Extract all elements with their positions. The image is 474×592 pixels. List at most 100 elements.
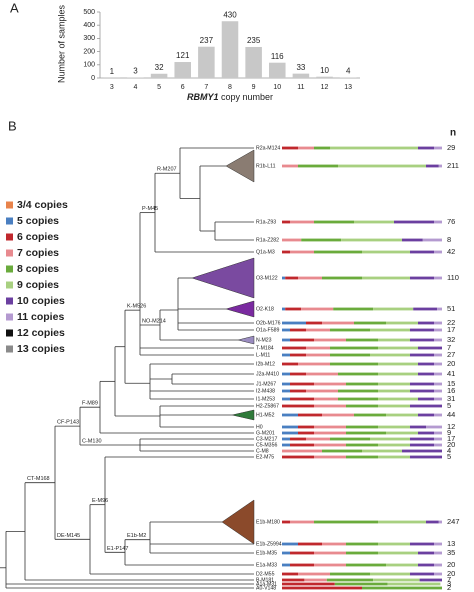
copy-segment <box>410 443 434 447</box>
copy-segment <box>290 250 314 254</box>
n-label: 17 <box>447 434 455 443</box>
copy-segment <box>290 338 314 342</box>
copy-segment <box>410 404 442 408</box>
branch-label: CF-P143 <box>57 420 79 426</box>
x-axis-title: RBMY1 copy number <box>187 92 273 102</box>
copy-segment <box>301 307 334 311</box>
copy-segment <box>282 307 286 311</box>
copy-segment <box>362 276 410 280</box>
copy-segment <box>410 338 434 342</box>
haplogroup-label: Q1a-M3 <box>256 249 275 255</box>
copy-segment <box>378 346 418 350</box>
haplogroup-label: I2-M438 <box>256 388 275 394</box>
copy-segment <box>298 164 338 168</box>
bar <box>221 21 239 79</box>
copy-segment <box>282 250 290 254</box>
copy-segment <box>282 382 290 386</box>
copy-segment <box>378 382 410 386</box>
copy-segment <box>298 362 330 366</box>
copy-segment <box>282 372 290 376</box>
value-label: 1 <box>110 67 115 76</box>
branch-label: CT-M168 <box>27 476 50 482</box>
copy-segment <box>290 382 314 386</box>
haplogroup-label: J1-M267 <box>256 381 276 387</box>
bar <box>292 73 310 78</box>
copy-segment <box>298 146 314 150</box>
copy-segment <box>314 397 338 401</box>
haplogroup-label: N-M23 <box>256 337 272 343</box>
copy-segment <box>314 551 346 555</box>
legend-label: 5 copies <box>17 215 59 227</box>
copy-segment <box>373 578 420 582</box>
n-label: 31 <box>447 394 455 403</box>
x-tick-label: 13 <box>344 84 352 91</box>
n-label: 17 <box>447 325 455 334</box>
copy-segment <box>282 164 298 168</box>
haplogroup-label: H1-M52 <box>256 412 275 418</box>
copy-segment <box>378 404 410 408</box>
copy-segment <box>354 220 394 224</box>
copy-segment <box>410 425 426 429</box>
legend-label: 6 copies <box>17 231 59 243</box>
copy-segment <box>438 520 442 524</box>
copy-segment <box>282 551 290 555</box>
collapsed-clade <box>231 409 255 421</box>
value-label: 3 <box>133 67 138 76</box>
copy-segment <box>354 321 386 325</box>
haplogroup-label: R1b-L11 <box>256 163 276 169</box>
branch-label: F-M89 <box>82 401 98 407</box>
copy-segment <box>370 353 410 357</box>
copy-segment <box>410 455 442 459</box>
copy-segment <box>306 328 330 332</box>
n-label: 20 <box>447 440 455 449</box>
copy-segment <box>402 449 442 453</box>
copy-segment <box>434 572 442 576</box>
copy-segment <box>434 413 442 417</box>
haplogroup-label: H0 <box>256 424 263 430</box>
haplogroup-label: E1b-M180 <box>256 519 280 525</box>
copy-segment <box>298 425 314 429</box>
collapsed-clade <box>225 300 255 318</box>
copy-segment <box>322 542 346 546</box>
copy-segment <box>314 563 346 567</box>
copy-segment <box>378 425 410 429</box>
copy-segment <box>434 321 442 325</box>
copy-segment <box>282 397 290 401</box>
legend-label: 3/4 copies <box>17 199 68 211</box>
copy-segment <box>434 437 442 441</box>
copy-segment <box>330 362 378 366</box>
panel-label: A <box>10 0 19 15</box>
haplogroup-label: R1a-Z93 <box>256 219 276 225</box>
copy-segment <box>378 520 426 524</box>
copy-segment <box>334 582 388 586</box>
x-tick-label: 8 <box>228 84 232 91</box>
copy-segment <box>418 397 434 401</box>
haplogroup-label: O2b-M176 <box>256 320 281 326</box>
copy-segment <box>282 572 298 576</box>
copy-segment <box>434 362 442 366</box>
haplogroup-label: A1a-M31 <box>256 581 277 587</box>
copy-segment <box>282 586 362 590</box>
bar <box>174 62 191 78</box>
n-label: 29 <box>447 143 455 152</box>
copy-segment <box>298 542 322 546</box>
y-tick-label: 300 <box>83 35 95 42</box>
copy-segment <box>306 389 338 393</box>
copy-segment <box>426 425 442 429</box>
bar <box>339 77 357 78</box>
n-label: 76 <box>447 217 455 226</box>
value-label: 4 <box>346 67 351 76</box>
copy-segment <box>338 372 378 376</box>
legend-swatch <box>6 297 13 305</box>
copy-segment <box>282 443 290 447</box>
copy-segment <box>338 389 378 393</box>
copy-segment <box>282 238 302 242</box>
copy-segment <box>410 353 434 357</box>
copy-segment <box>434 146 442 150</box>
value-label: 430 <box>223 10 237 19</box>
x-tick-label: 5 <box>157 84 161 91</box>
copy-segment <box>341 238 402 242</box>
copy-segment <box>290 443 314 447</box>
copy-segment <box>370 328 410 332</box>
x-tick-label: 12 <box>321 84 329 91</box>
